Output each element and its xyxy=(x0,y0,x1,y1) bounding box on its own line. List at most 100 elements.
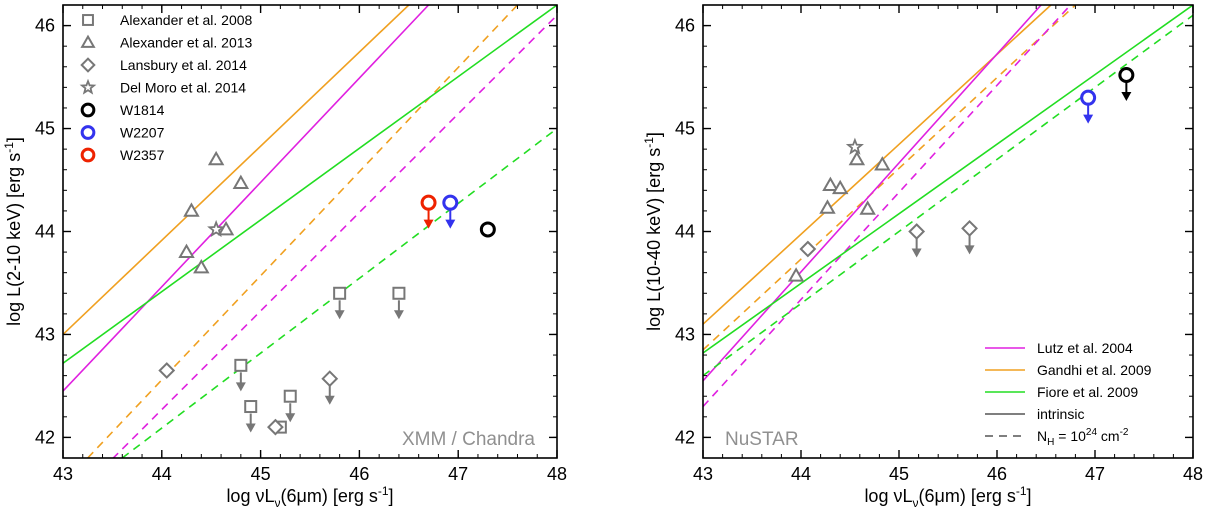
panel-left-ytick-label: 43 xyxy=(35,324,55,344)
panel-right-point-2-marker xyxy=(822,176,839,192)
panel-right-point-0 xyxy=(787,267,805,282)
panel-left-point-12-marker xyxy=(158,362,176,379)
panel-right-legend-label-0: Lutz et al. 2004 xyxy=(1037,340,1133,356)
panel-left-point-14 xyxy=(267,418,284,436)
panel-left-legend-marker-3 xyxy=(79,78,97,95)
panel-right-point-8 xyxy=(799,240,817,258)
panel-right-y-axis-label: log L(10-40 keV) [erg s-1] xyxy=(642,132,664,331)
panel-left-point-14-marker xyxy=(267,418,284,436)
panel-left-legend-marker-4 xyxy=(80,102,96,118)
panel-right-ytick-label: 42 xyxy=(675,427,695,447)
panel-left-point-17 xyxy=(442,194,459,229)
panel-left-data-points xyxy=(158,150,496,436)
panel-left-point-3 xyxy=(333,286,347,320)
panel-right-point-1-marker xyxy=(819,199,836,214)
panel-left-point-1-limit-arrow-head xyxy=(245,423,256,433)
panel-left-point-0-limit-arrow-head xyxy=(235,382,246,392)
panel-right-x-axis-label-end: ] xyxy=(1027,486,1032,506)
panel-left-instrument-label: XMM / Chandra xyxy=(402,429,535,450)
panel-left-point-0 xyxy=(234,358,248,392)
panel-left-point-4 xyxy=(392,286,406,320)
panel-left-ytick-label: 44 xyxy=(35,222,55,242)
panel-left-legend-label-3: Del Moro et al. 2014 xyxy=(120,80,246,96)
panel-right-legend-label-nh-sub: H xyxy=(1047,437,1054,448)
panel-left-point-7-marker xyxy=(178,243,195,258)
panel-left-legend-label-0: Alexander et al. 2008 xyxy=(120,12,253,28)
panel-left-legend-marker-0 xyxy=(82,14,94,26)
panel-right-point-10-marker xyxy=(961,219,978,237)
panel-right-point-5 xyxy=(859,200,876,215)
panel-right-instrument-label: NuSTAR xyxy=(725,429,799,450)
panel-left-point-11-marker xyxy=(217,220,235,236)
panel-right-legend-label-nh-unit: cm xyxy=(1097,428,1120,444)
panel-right-x-axis-label: log νLν(6μm) [erg s-1] xyxy=(864,484,1031,510)
panel-left-point-15-marker xyxy=(207,219,226,238)
panel-left-point-10 xyxy=(232,174,250,189)
panel-left-legend-label-6: W2357 xyxy=(120,147,165,163)
panel-left-point-4-limit-arrow-head xyxy=(393,310,404,320)
panel-right-y-axis-label-end: ] xyxy=(644,132,664,137)
panel-right-point-11 xyxy=(1080,89,1097,124)
panel-right-legend-label-nh: N xyxy=(1037,428,1047,444)
panel-right-xtick-label: 48 xyxy=(1183,464,1203,484)
panel-left-line-0 xyxy=(63,5,410,336)
panel-left-point-0-marker xyxy=(234,358,248,372)
panel-right-legend: Lutz et al. 2004 Gandhi et al. 2009 Fiore … xyxy=(985,340,1152,448)
panel-right-ytick-label: 44 xyxy=(675,222,695,242)
panel-left-point-9-marker xyxy=(207,150,225,166)
panel-left-point-15 xyxy=(207,219,226,238)
panel-left-point-13 xyxy=(321,370,339,405)
panel-left-point-17-limit-arrow-head xyxy=(445,219,456,229)
panel-left-point-10-marker xyxy=(232,174,250,189)
panel-right-ytick-label: 45 xyxy=(675,119,695,139)
panel-left-x-axis-label-rest: (6μm) [erg s xyxy=(280,486,377,506)
panel-right-point-6-marker xyxy=(874,156,891,171)
panel-left-xtick-label: 43 xyxy=(53,464,73,484)
panel-left-point-1 xyxy=(244,400,258,433)
panel-left-ytick-label: 42 xyxy=(35,427,55,447)
panel-left-point-3-marker xyxy=(333,286,347,300)
panel-right-xtick-label: 46 xyxy=(987,464,1007,484)
panel-right-point-0-marker xyxy=(787,267,805,282)
panel-left-legend-marker-1 xyxy=(80,34,96,48)
panel-right-point-10-limit-arrow-head xyxy=(964,245,975,255)
panel-right-point-7-marker xyxy=(845,137,864,155)
panel-left-line-1 xyxy=(87,5,519,458)
panel-left-y-axis-label-main: log L(2-10 keV) [erg s xyxy=(4,153,24,326)
panel-right-point-12 xyxy=(1118,67,1135,102)
panel-right-point-8-marker xyxy=(799,240,817,258)
panel-right-x-axis-label-main: log νL xyxy=(864,486,912,506)
panel-right-point-12-marker xyxy=(1118,67,1135,84)
panel-right-line-5 xyxy=(703,14,1193,377)
panel-left-point-16-marker xyxy=(479,221,496,238)
panel-right-x-axis-label-rest: (6μm) [erg s xyxy=(918,486,1015,506)
panel-right-line-2 xyxy=(703,5,1042,382)
panel-left-point-16 xyxy=(479,221,496,238)
panel-right-legend-label-nh-sup: 24 xyxy=(1086,427,1098,438)
panel-left-ticks: 43 44 45 46 47 48 42 43 44 45 46 xyxy=(35,4,567,484)
panel-left-line-4 xyxy=(63,5,557,364)
panel-left-xtick-label: 48 xyxy=(547,464,567,484)
panel-right-y-axis-label-sup: -1 xyxy=(642,137,656,148)
panel-right-xtick-label: 44 xyxy=(791,464,811,484)
panel-right-point-1 xyxy=(819,199,836,214)
panel-right-line-4 xyxy=(703,5,1193,354)
panel-right-line-1 xyxy=(703,5,1076,351)
panel-left-ytick-label: 45 xyxy=(35,119,55,139)
panel-left-point-6 xyxy=(183,202,200,217)
panel-right-ytick-label: 46 xyxy=(675,16,695,36)
panel-left-point-8-marker xyxy=(193,259,210,274)
panel-left-y-axis-label-sup: -1 xyxy=(2,142,16,153)
panel-left-xtick-label: 46 xyxy=(349,464,369,484)
panel-right-point-4-marker xyxy=(848,150,866,166)
panel-left-legend-label-1: Alexander et al. 2013 xyxy=(120,35,253,51)
panel-left-xtick-label: 45 xyxy=(251,464,271,484)
panel-left-legend-label-2: Lansbury et al. 2014 xyxy=(120,57,247,73)
panel-right-point-4 xyxy=(848,150,866,166)
panel-right-xtick-label: 45 xyxy=(889,464,909,484)
panel-right-xtick-label: 43 xyxy=(693,464,713,484)
panel-left-y-axis-label: log L(2-10 keV) [erg s-1] xyxy=(2,137,24,326)
